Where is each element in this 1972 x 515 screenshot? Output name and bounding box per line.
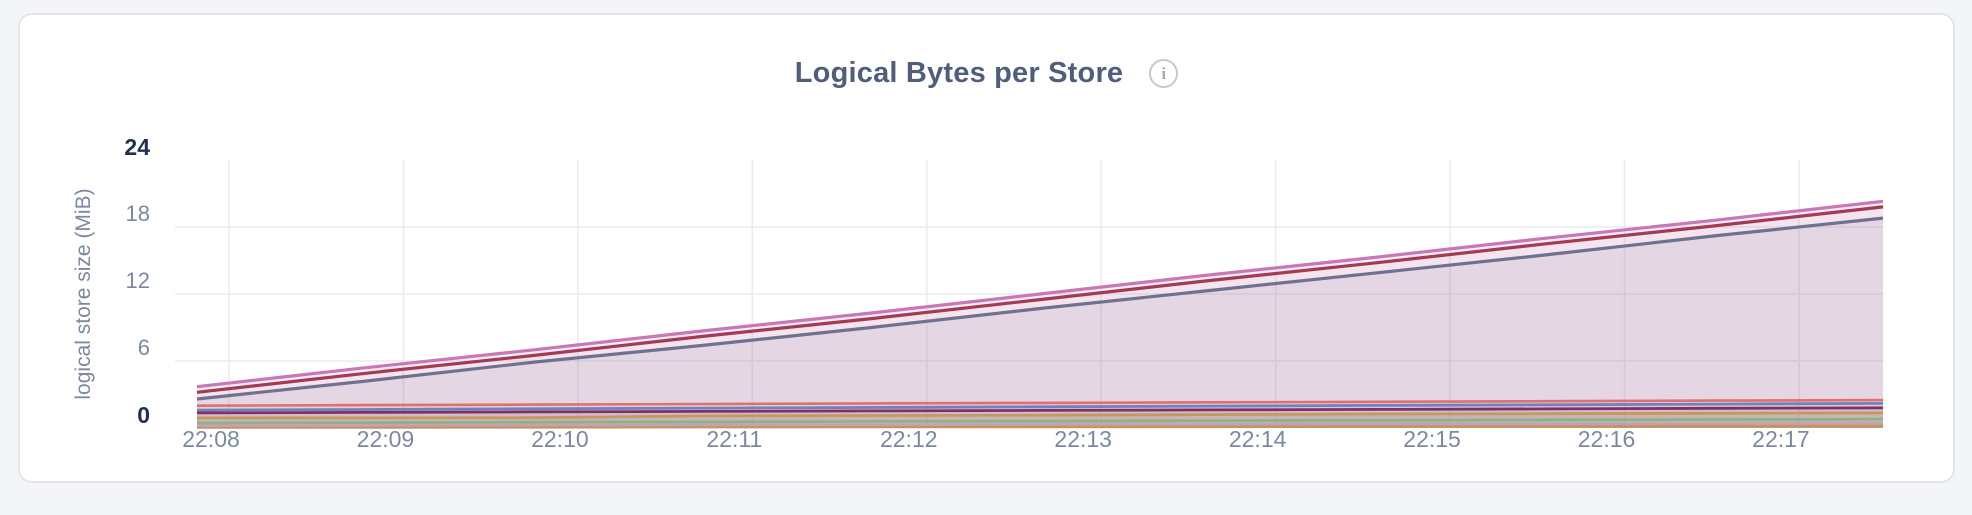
- chart-plot-area[interactable]: [20, 15, 1972, 515]
- series-area-store-2-crimson: [197, 206, 1883, 428]
- y-tick-label: 6: [137, 335, 150, 360]
- chart-title: Logical Bytes per Store: [794, 57, 1124, 89]
- series-line-store-2-crimson: [196, 205, 1884, 394]
- info-icon[interactable]: i: [1149, 59, 1179, 88]
- series-line-store-9-mauve: [196, 422, 1884, 427]
- series-line-store-8-green: [196, 417, 1884, 425]
- x-tick-label: 22:15: [1403, 426, 1461, 452]
- chart-card: Logical Bytes per Store i logical store …: [18, 13, 1955, 483]
- series-line-store-6-maroon: [196, 406, 1884, 415]
- x-tick-label: 22:11: [706, 426, 763, 452]
- x-tick-label: 22:09: [356, 426, 415, 452]
- info-icon-glyph: i: [1161, 63, 1167, 83]
- chart-header: Logical Bytes per Store i: [20, 57, 1953, 90]
- x-tick-label: 22:17: [1752, 426, 1810, 452]
- series-line-store-7-tan: [197, 411, 1884, 420]
- y-tick-label: 0: [137, 402, 150, 428]
- series-line-store-3-slate: [196, 216, 1884, 401]
- y-tick-label: 18: [125, 201, 150, 226]
- screen: Logical Bytes per Store i logical store …: [18, 13, 1955, 483]
- series-line-store-10-tan: [196, 424, 1884, 429]
- y-tick-label: 12: [125, 268, 150, 293]
- x-tick-label: 22:14: [1228, 426, 1287, 452]
- series-line-store-5-blue: [196, 402, 1884, 412]
- series-area-store-1-orchid: [197, 201, 1883, 428]
- x-tick-label: 22:16: [1577, 426, 1636, 452]
- x-tick-label: 22:08: [182, 426, 240, 452]
- x-tick-label: 22:12: [879, 426, 938, 452]
- series-area-store-3-slate: [197, 218, 1883, 428]
- y-tick-label: 24: [124, 134, 150, 160]
- series-line-store-4-salmon: [196, 398, 1884, 408]
- x-tick-label: 22:10: [531, 426, 589, 452]
- x-tick-label: 22:13: [1054, 426, 1112, 452]
- series-line-store-1-orchid: [196, 199, 1884, 389]
